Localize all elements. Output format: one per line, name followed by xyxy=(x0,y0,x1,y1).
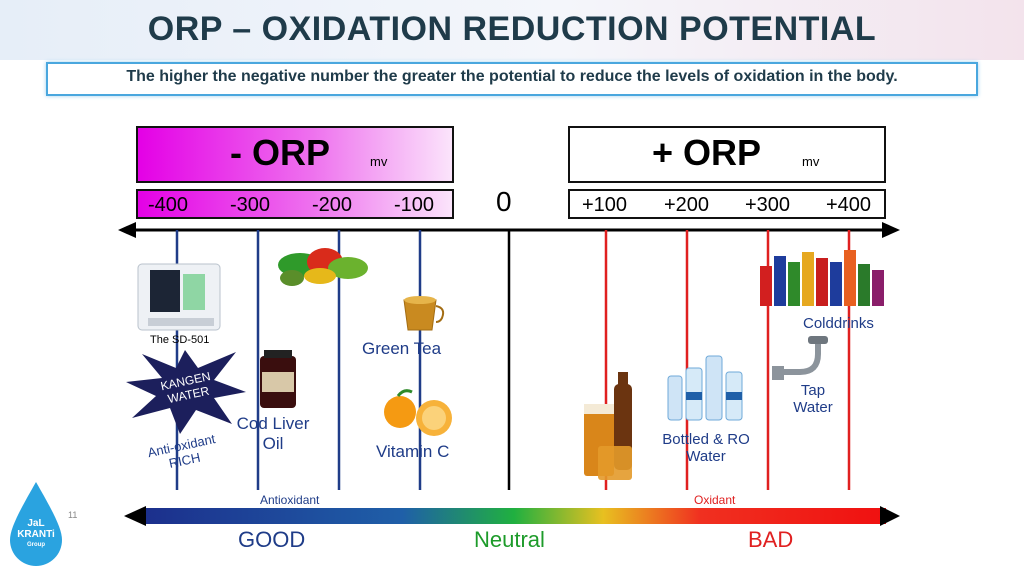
top-axis-arrow-left xyxy=(118,222,136,238)
good-bad-gradient-bar xyxy=(142,508,886,524)
tick-pos-200: +200 xyxy=(664,194,710,216)
water-bottles-image xyxy=(667,355,743,421)
logo-line-1: JaL xyxy=(27,518,45,529)
tick-neg-400: -400 xyxy=(148,194,189,216)
beer-image xyxy=(584,372,632,480)
vitamin-c-label: Vitamin C xyxy=(376,442,450,461)
oxidant-label: Oxidant xyxy=(694,493,736,507)
colddrinks-image xyxy=(760,250,884,306)
positive-orp-unit: mv xyxy=(802,154,820,169)
negative-orp-unit: mv xyxy=(370,154,388,169)
colddrinks-label: Colddrinks xyxy=(803,315,874,332)
logo-text: JaL KRANTi Group xyxy=(14,518,58,551)
sd501-label: The SD-501 xyxy=(150,334,210,346)
gradient-arrow-left xyxy=(124,506,146,526)
tick-zero: 0 xyxy=(496,186,512,217)
bad-label: BAD xyxy=(748,527,794,552)
tick-neg-100: -100 xyxy=(394,194,435,216)
tick-neg-200: -200 xyxy=(312,194,353,216)
positive-orp-label: + ORP xyxy=(652,132,762,173)
neutral-label: Neutral xyxy=(474,527,545,552)
subtitle-box xyxy=(46,62,978,96)
green-tea-image xyxy=(403,296,445,331)
antioxidant-label: Antioxidant xyxy=(260,493,320,507)
tick-neg-300: -300 xyxy=(230,194,271,216)
good-label: GOOD xyxy=(238,527,306,552)
kangen-starburst xyxy=(126,350,246,434)
page-title: ORP – OXIDATION REDUCTION POTENTIAL xyxy=(147,10,877,48)
vegetables-image xyxy=(278,248,368,286)
green-tea-label: Green Tea xyxy=(362,339,442,358)
negative-orp-header: - ORP mv xyxy=(136,126,454,183)
water-ionizer-image xyxy=(137,263,221,331)
tick-pos-100: +100 xyxy=(582,194,628,216)
positive-scale: +100 +200 +300 +400 xyxy=(568,189,886,219)
page-number: 11 xyxy=(68,510,78,520)
positive-orp-header: + ORP mv xyxy=(568,126,886,183)
gradient-arrow-right xyxy=(880,506,900,526)
cod-liver-oil-label: Cod Liver Oil xyxy=(236,414,310,453)
tick-pos-300: +300 xyxy=(745,194,791,216)
logo-line-2: KRANTi xyxy=(17,529,55,540)
negative-scale: -400 -300 -200 -100 xyxy=(136,189,454,219)
tap-image xyxy=(772,336,828,380)
tick-pos-400: +400 xyxy=(826,194,872,216)
top-axis-arrow-right xyxy=(882,222,900,238)
oranges-image xyxy=(384,389,452,436)
negative-orp-label: - ORP xyxy=(230,132,331,173)
bottled-ro-water-label: Bottled & RO Water xyxy=(662,431,750,465)
subtitle: The higher the negative number the great… xyxy=(126,68,898,85)
cod-liver-oil-image xyxy=(260,350,296,408)
logo-line-3: Group xyxy=(27,542,45,548)
jal-kranti-logo xyxy=(10,482,62,566)
title-band xyxy=(0,0,1024,60)
tap-water-label: Tap Water xyxy=(793,382,833,416)
